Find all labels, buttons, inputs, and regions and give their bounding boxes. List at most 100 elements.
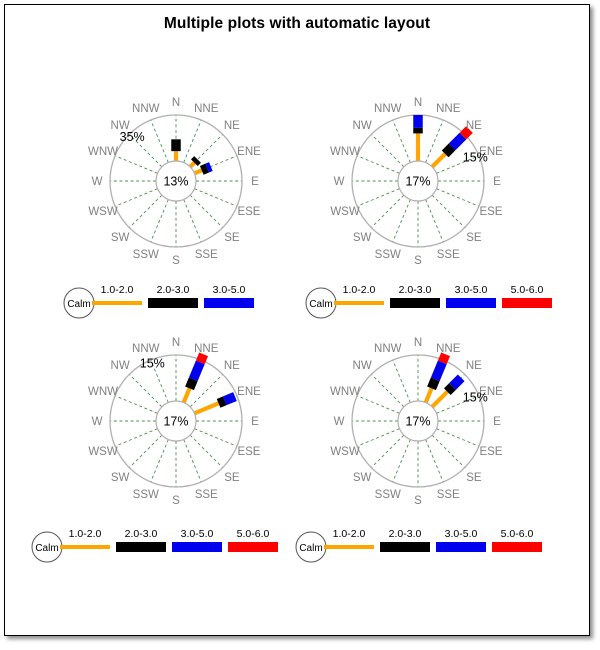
legend-bottom-left-canvas: Calm 1.0-2.0 2.0-3.0 3.0-5.0 5.0-6.0: [31, 528, 278, 563]
legend-swatch-1.0-2.0[interactable]: [60, 545, 110, 549]
grid-spoke-SW: [129, 194, 163, 228]
compass-label-SSW: SSW: [133, 249, 159, 261]
center-percent-label: 17%: [163, 415, 188, 429]
petal-segment-NE-1.0-2.0: [430, 152, 447, 169]
legend-label-3.0-5.0: 3.0-5.0: [181, 528, 214, 540]
legend-swatch-2.0-3.0[interactable]: [380, 542, 430, 552]
legend-swatch-2.0-3.0[interactable]: [116, 542, 166, 552]
legend-label-2.0-3.0: 2.0-3.0: [399, 284, 432, 296]
legend-swatch-3.0-5.0[interactable]: [446, 298, 496, 308]
grid-spoke-WSW: [356, 428, 400, 447]
compass-label-SSE: SSE: [437, 249, 460, 261]
legend-swatch-5.0-6.0[interactable]: [492, 542, 542, 552]
legend-swatch-3.0-5.0[interactable]: [204, 298, 254, 308]
center-percent-label: 13%: [163, 175, 188, 189]
grid-spoke-NNW: [150, 359, 169, 403]
windrose-bottom-right[interactable]: 17% N NNE NE ENE E ESE SE SSE S SSW SW WSW W WNW NW NNW 1…: [323, 323, 513, 513]
petal-NE[interactable]: [430, 126, 473, 169]
legend-swatch-2.0-3.0[interactable]: [390, 298, 440, 308]
grid-spoke-NNW: [392, 359, 411, 403]
petal-NE[interactable]: [188, 156, 201, 169]
legend-swatch-1.0-2.0[interactable]: [92, 301, 142, 305]
petal-segment-NNE-1.0-2.0: [423, 387, 434, 404]
grid-spoke-ESE: [436, 428, 480, 447]
legend-label-3.0-5.0: 3.0-5.0: [213, 284, 246, 296]
windrose-top-left[interactable]: 13% N NNE NE ENE E ESE SE SSE S SSW SW WSW W WNW NW NNW 3…: [81, 83, 271, 273]
legend-swatch-3.0-5.0[interactable]: [172, 542, 222, 552]
compass-label-NNW: NNW: [374, 103, 402, 115]
petal-NNE[interactable]: [423, 352, 450, 404]
compass-label-NW: NW: [353, 360, 372, 372]
grid-spoke-WNW: [356, 155, 400, 174]
compass-label-ESE: ESE: [479, 206, 502, 218]
petal-segment-NE-2.0-3.0: [443, 383, 456, 396]
compass-label-E: E: [251, 176, 259, 188]
compass-label-SW: SW: [353, 472, 372, 484]
compass-label-SW: SW: [111, 472, 130, 484]
grid-spoke-SE: [431, 434, 465, 468]
petal-segment-NNE-2.0-3.0: [185, 377, 198, 391]
legend-swatch-3.0-5.0[interactable]: [436, 542, 486, 552]
calm-label: Calm: [309, 299, 332, 310]
grid-spoke-SW: [129, 434, 163, 468]
petal-NE[interactable]: [430, 374, 465, 409]
legend-top-right-canvas: Calm 1.0-2.0 2.0-3.0 3.0-5.0 5.0-6.0: [305, 284, 552, 319]
grid-spoke-ESE: [194, 428, 238, 447]
windrose-top-right[interactable]: 17% N NNE NE ENE E ESE SE SSE S SSW SW WSW W WNW NW NNW 1…: [323, 83, 513, 273]
compass-label-E: E: [251, 416, 259, 428]
compass-label-S: S: [172, 495, 180, 507]
legend-swatch-1.0-2.0[interactable]: [324, 545, 374, 549]
windrose-bottom-left[interactable]: 17% N NNE NE ENE E ESE SE SSE S SSW SW WSW W WNW NW NNW 1…: [81, 323, 271, 513]
page-title: Multiple plots with automatic layout: [163, 15, 431, 32]
compass-label-WSW: WSW: [330, 206, 360, 218]
compass-label-WSW: WSW: [88, 446, 118, 458]
compass-label-E: E: [493, 416, 501, 428]
legend-label-1.0-2.0: 1.0-2.0: [69, 528, 102, 540]
grid-spoke-SSE: [425, 199, 444, 243]
petal-segment-ENE-1.0-2.0: [193, 168, 203, 176]
legend-bottom-left[interactable]: Calm 1.0-2.0 2.0-3.0 3.0-5.0 5.0-6.0: [31, 521, 290, 563]
compass-label-ENE: ENE: [479, 386, 503, 398]
compass-label-SSW: SSW: [375, 489, 401, 501]
grid-spoke-WNW: [114, 155, 158, 174]
center-percent-label: 17%: [405, 175, 430, 189]
grid-spoke-NW: [371, 374, 405, 408]
petal-segment-ENE-3.0-5.0: [222, 392, 237, 406]
compass-label-N: N: [414, 97, 422, 109]
petal-segment-NNE-3.0-5.0: [430, 360, 447, 382]
petal-ENE[interactable]: [193, 162, 213, 176]
legend-top-right[interactable]: Calm 1.0-2.0 2.0-3.0 3.0-5.0 5.0-6.0: [305, 277, 564, 319]
legend-top-left[interactable]: Calm 1.0-2.0 2.0-3.0 3.0-5.0: [63, 277, 266, 319]
petal-ENE[interactable]: [193, 392, 237, 416]
legend-label-1.0-2.0: 1.0-2.0: [101, 284, 134, 296]
legend-bottom-right[interactable]: Calm 1.0-2.0 2.0-3.0 3.0-5.0 5.0-6.0: [295, 521, 554, 563]
legend-label-1.0-2.0: 1.0-2.0: [333, 528, 366, 540]
compass-label-S: S: [172, 255, 180, 267]
grid-spoke-SE: [189, 434, 223, 468]
compass-label-E: E: [493, 176, 501, 188]
petal-segment-NNE-1.0-2.0: [181, 387, 192, 404]
compass-label-WNW: WNW: [88, 146, 118, 158]
legend-swatch-2.0-3.0[interactable]: [148, 298, 198, 308]
outer-ring: [351, 354, 485, 488]
compass-label-WNW: WNW: [330, 386, 360, 398]
petal-segment-NNE-5.0-6.0: [195, 352, 208, 365]
compass-label-NE: NE: [224, 360, 240, 372]
legend-swatch-1.0-2.0[interactable]: [334, 301, 384, 305]
compass-label-NW: NW: [353, 120, 372, 132]
grid-spoke-SSW: [150, 439, 169, 483]
grid-spoke-WNW: [114, 395, 158, 414]
petal-NNE[interactable]: [181, 352, 208, 404]
legend-swatch-5.0-6.0[interactable]: [502, 298, 552, 308]
legend-swatch-5.0-6.0[interactable]: [228, 542, 278, 552]
grid-spoke-WSW: [356, 188, 400, 207]
calm-label: Calm: [67, 299, 90, 310]
compass-label-WNW: WNW: [330, 146, 360, 158]
grid-spoke-ENE: [436, 395, 480, 414]
petal-segment-ENE-2.0-3.0: [199, 163, 210, 175]
compass-label-ENE: ENE: [479, 146, 503, 158]
ring-percent-label: 15%: [140, 357, 165, 371]
